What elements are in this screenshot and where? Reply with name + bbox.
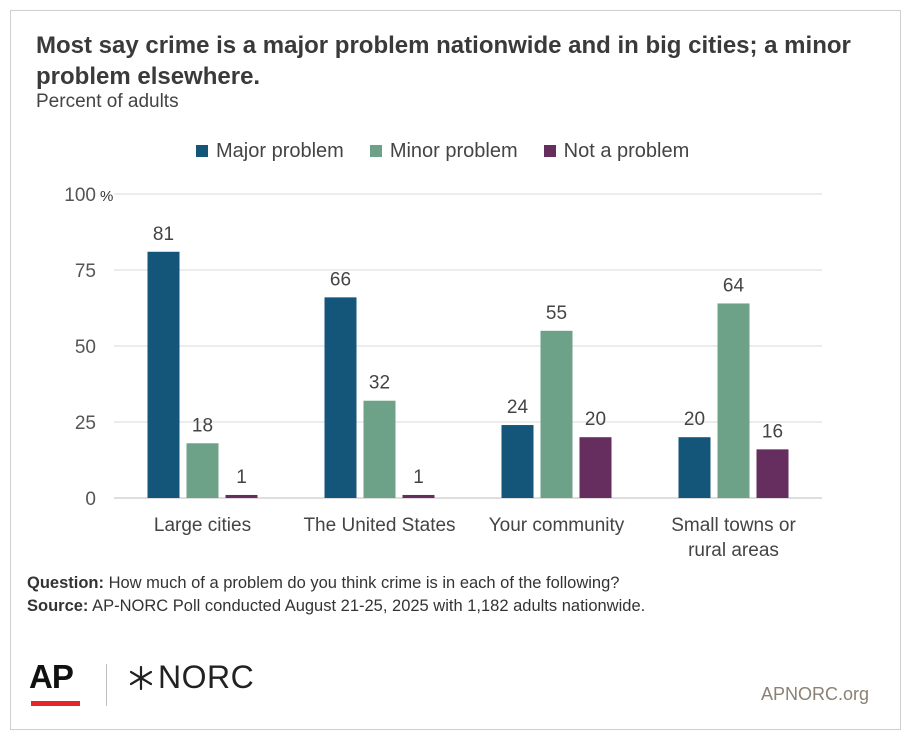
bar (540, 330, 573, 498)
legend-label: Major problem (216, 139, 344, 162)
question-line: Question: How much of a problem do you t… (27, 572, 645, 595)
data-label: 66 (330, 269, 351, 290)
y-tick-label: 25 (75, 413, 96, 434)
x-tick-label: The United States (303, 515, 455, 536)
legend-item: Not a problem (543, 139, 690, 163)
norc-star-icon (129, 665, 153, 690)
source-line: Source: AP-NORC Poll conducted August 21… (27, 595, 645, 618)
legend-item: Minor problem (369, 139, 518, 163)
data-label: 81 (153, 224, 174, 245)
norc-logo-text: NORC (158, 659, 255, 695)
ap-logo-underline (31, 701, 80, 706)
y-tick-label: 100 (64, 185, 96, 206)
bar (579, 437, 612, 498)
bar (225, 494, 258, 498)
legend-label: Not a problem (563, 139, 690, 162)
legend-swatch (196, 145, 208, 157)
y-unit-label: % (100, 188, 113, 205)
y-tick-label: 75 (75, 261, 96, 282)
bar (186, 443, 219, 498)
data-label: 24 (507, 397, 529, 418)
source-text: AP-NORC Poll conducted August 21-25, 202… (88, 597, 646, 615)
data-label: 64 (723, 275, 745, 296)
ap-logo: AP (29, 658, 74, 695)
data-label: 1 (236, 467, 247, 488)
x-tick-label: Your community (489, 515, 625, 536)
bar (363, 400, 396, 498)
data-label: 32 (369, 373, 390, 394)
bar (501, 425, 534, 498)
data-label: 16 (762, 421, 783, 442)
question-label: Question: (27, 574, 104, 592)
footnotes: Question: How much of a problem do you t… (27, 572, 645, 618)
legend-swatch (543, 145, 556, 157)
bar (324, 297, 357, 498)
logo-divider (106, 664, 107, 706)
bar (756, 449, 789, 498)
data-label: 1 (413, 467, 424, 488)
y-tick-label: 0 (85, 489, 96, 510)
legend-item: Major problem (196, 140, 344, 163)
norc-logo: NORC (128, 659, 254, 696)
question-text: How much of a problem do you think crime… (104, 574, 620, 592)
chart-title: Most say crime is a major problem nation… (36, 32, 851, 90)
legend: Major problem Minor problem Not a problem (196, 139, 715, 163)
bar (147, 251, 180, 498)
data-label: 20 (585, 409, 606, 430)
chart-subtitle: Percent of adults (36, 91, 179, 112)
data-label: 20 (684, 409, 705, 430)
data-label: 55 (546, 303, 567, 324)
source-label: Source: (27, 597, 89, 615)
bar (717, 303, 750, 498)
bar (678, 437, 711, 498)
x-tick-label: rural areas (688, 540, 779, 561)
data-label: 18 (192, 415, 213, 436)
site-url: APNORC.org (760, 684, 869, 704)
y-tick-label: 50 (75, 337, 96, 358)
x-tick-label: Large cities (154, 515, 251, 536)
bar (402, 494, 435, 498)
x-tick-label: Small towns or (671, 515, 796, 536)
legend-label: Minor problem (389, 139, 518, 162)
legend-swatch (369, 145, 382, 157)
